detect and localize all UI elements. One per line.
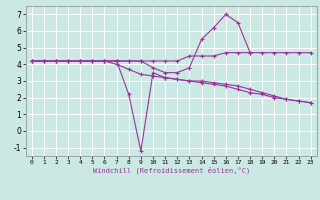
- X-axis label: Windchill (Refroidissement éolien,°C): Windchill (Refroidissement éolien,°C): [92, 167, 250, 174]
